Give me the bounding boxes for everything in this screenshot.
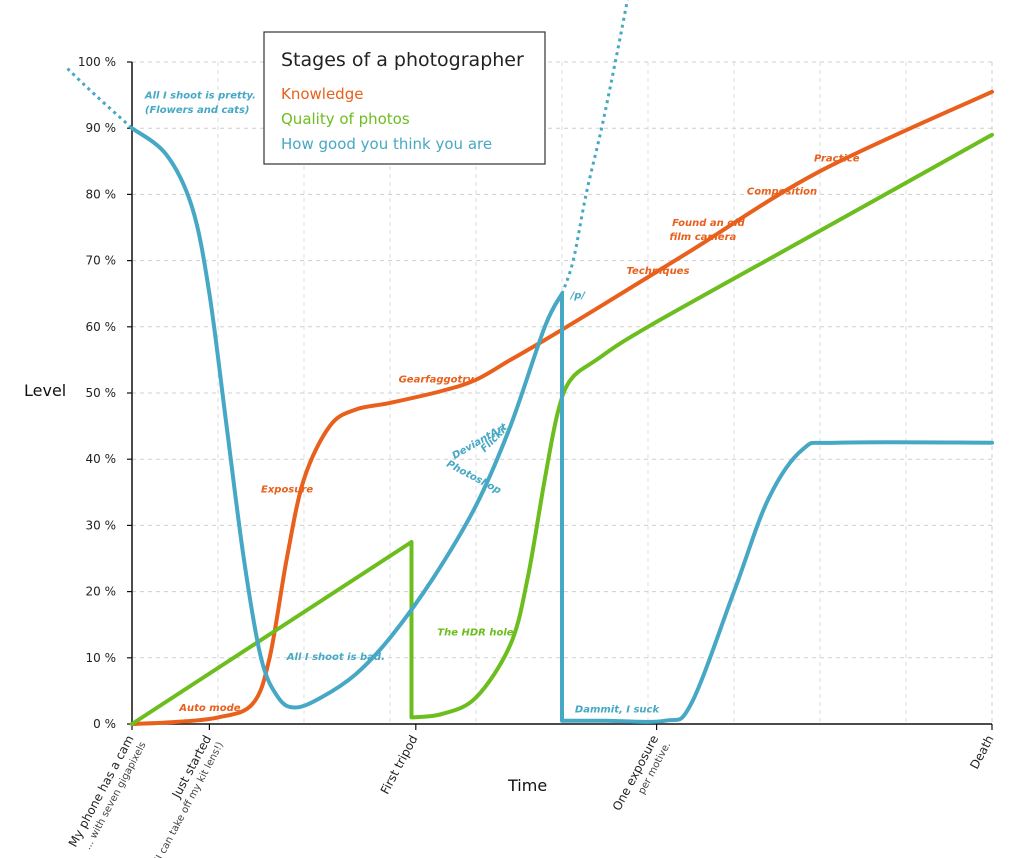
- annotation-label: Auto mode: [178, 703, 240, 714]
- y-axis-title: Level: [24, 381, 66, 400]
- annotation-label: (Flowers and cats): [145, 105, 250, 116]
- annotation-label: The HDR hole: [437, 627, 513, 638]
- annotation-label: /p/: [570, 290, 587, 301]
- annotation-label: Exposure: [261, 484, 313, 495]
- y-tick-label: 70 %: [86, 254, 117, 268]
- chart-title: Stages of a photographer: [281, 49, 524, 71]
- y-tick-label: 60 %: [86, 320, 117, 334]
- y-tick-label: 100 %: [78, 55, 116, 69]
- annotation-label: Composition: [747, 186, 817, 197]
- y-tick-label: 50 %: [86, 386, 117, 400]
- annotation-label: Practice: [814, 153, 860, 164]
- annotation-label: film camera: [670, 232, 737, 243]
- series-line-0: [130, 89, 994, 726]
- series-line-2: [130, 126, 994, 724]
- annotations: All I shoot is pretty. (Flowers and cats)…: [144, 90, 860, 715]
- annotation-label: Techniques: [627, 266, 690, 277]
- legend-frame: [263, 31, 546, 165]
- annotation-label: Gearfaggotry: [399, 374, 475, 385]
- y-tick-label: 0 %: [93, 717, 116, 731]
- legend-item-self-assessment: How good you think you are: [281, 135, 492, 153]
- x-axis-title: Time: [507, 776, 547, 795]
- legend-box: Stages of a photographer Knowledge Quali…: [263, 31, 546, 165]
- y-tick-label: 90 %: [86, 121, 117, 135]
- x-category-label: First tripod: [378, 733, 421, 797]
- y-tick-label: 40 %: [86, 452, 117, 466]
- series-lines: [66, 0, 994, 726]
- annotation-label: Dammit, I suck: [575, 705, 661, 716]
- annotation-label: All I shoot is pretty.: [144, 90, 256, 101]
- series-dashed-extension: [66, 67, 134, 130]
- legend-item-knowledge: Knowledge: [281, 85, 363, 103]
- annotation-label: Found an old: [672, 218, 745, 229]
- series-dashed-extension: [560, 0, 629, 295]
- legend-item-quality: Quality of photos: [281, 110, 410, 128]
- y-tick-label: 80 %: [86, 187, 117, 201]
- series-line-1: [130, 132, 994, 726]
- x-category-label: Death: [967, 733, 996, 772]
- y-tick-label: 10 %: [86, 651, 117, 665]
- y-tick-labels: 0 % 10 % 20 % 30 % 40 % 50 % 60 % 70 % 80 % 90 % 1…: [78, 55, 132, 731]
- y-tick-label: 30 %: [86, 518, 117, 532]
- y-tick-label: 20 %: [86, 585, 117, 599]
- annotation-label: All I shoot is bad.: [286, 652, 385, 663]
